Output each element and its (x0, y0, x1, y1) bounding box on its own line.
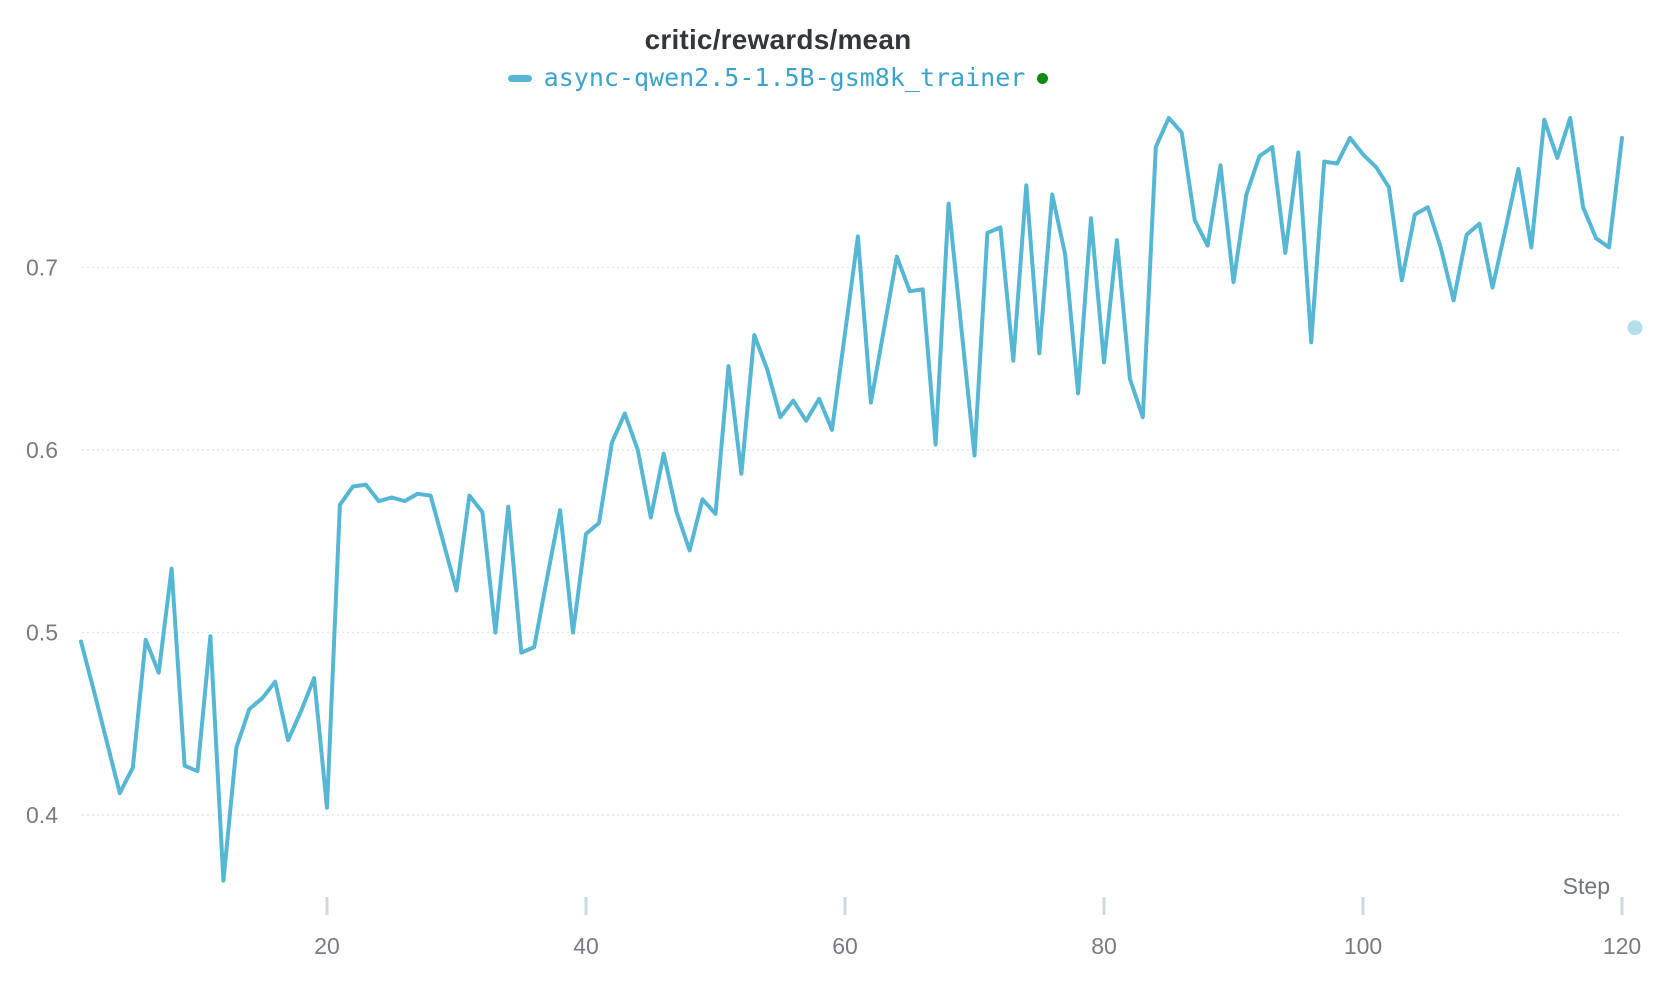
y-axis-tick-label: 0.7 (26, 255, 58, 281)
y-axis-tick-label: 0.6 (26, 437, 58, 463)
x-axis-tick-label: 60 (832, 933, 858, 959)
chart-title: critic/rewards/mean (644, 24, 912, 55)
x-axis-tick-label: 40 (573, 933, 599, 959)
x-axis-tick-label: 80 (1091, 933, 1117, 959)
legend-row[interactable]: async-qwen2.5-1.5B-gsm8k_trainer (0, 64, 1556, 92)
legend-status-dot-icon (1037, 72, 1049, 84)
series-line[interactable] (79, 115, 1624, 883)
y-axis-tick-label: 0.4 (26, 802, 58, 828)
x-axis-title: Step (1563, 873, 1610, 899)
x-axis-tick-label: 100 (1344, 933, 1382, 959)
legend-series-label: async-qwen2.5-1.5B-gsm8k_trainer (543, 63, 1026, 92)
y-axis-tick-label: 0.5 (26, 620, 58, 646)
chart-header: critic/rewards/mean async-qwen2.5-1.5B-g… (0, 0, 1556, 92)
x-axis-tick-label: 120 (1603, 933, 1641, 959)
legend-line-swatch (507, 74, 532, 82)
latest-point-marker[interactable] (1627, 320, 1643, 336)
x-axis-tick-label: 20 (314, 933, 340, 959)
